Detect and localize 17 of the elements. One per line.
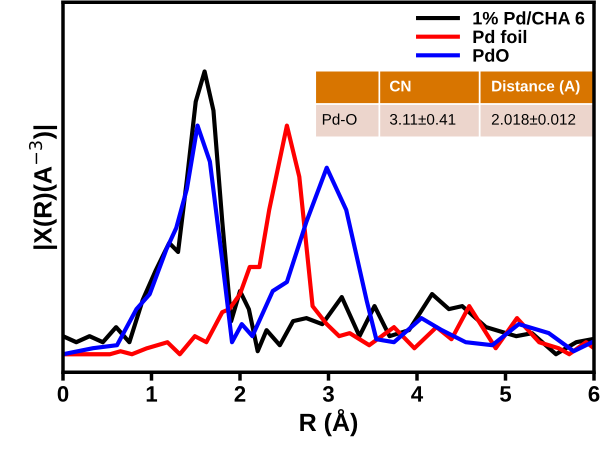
annotation: Pd-O xyxy=(322,114,357,125)
x-tick-label: 5 xyxy=(500,386,512,402)
x-tick-label: 4 xyxy=(411,386,424,402)
x-tick-label: 2 xyxy=(234,386,246,402)
annotation: 3.11±0.41 xyxy=(390,114,456,125)
annotation: Distance (A) xyxy=(492,80,580,94)
legend-label: Pd foil xyxy=(473,30,526,44)
x-tick-label: 3 xyxy=(322,386,334,402)
annotation: CN xyxy=(390,80,410,92)
legend-label: PdO xyxy=(473,48,509,62)
x-axis-title: R (Å) xyxy=(300,408,358,436)
x-tick-label: 1 xyxy=(146,386,158,402)
x-tick-label: 6 xyxy=(588,386,600,402)
annotation: 2.018±0.012 xyxy=(492,114,576,125)
x-tick-label: 0 xyxy=(58,386,68,402)
y-axis-title: |X(R)(A$^{−3}$)| xyxy=(28,126,58,249)
legend-label: 1% Pd/CHA 6 xyxy=(473,11,584,25)
